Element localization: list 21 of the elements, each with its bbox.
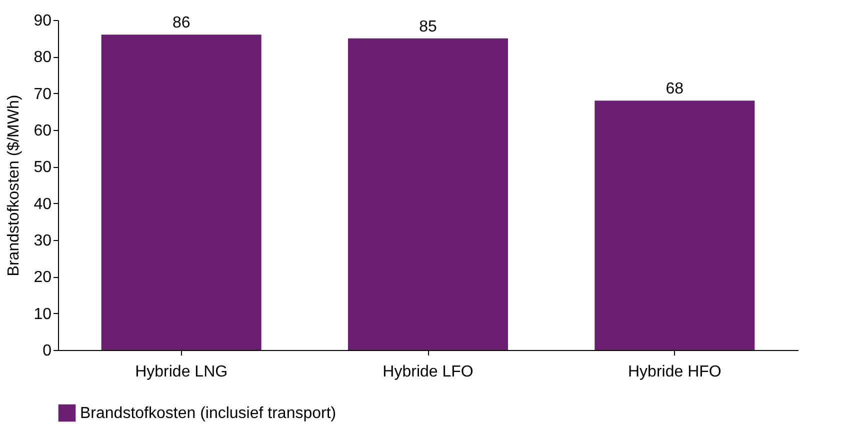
y-tick-label: 40 — [34, 196, 52, 213]
legend-label: Brandstofkosten (inclusief transport) — [80, 405, 336, 422]
data-label: 86 — [172, 14, 190, 32]
y-tick-label: 20 — [34, 269, 52, 286]
x-tick-label: Hybride HFO — [628, 364, 722, 380]
y-tick-label: 90 — [34, 12, 52, 30]
bar — [101, 34, 262, 350]
data-label: 68 — [666, 80, 684, 98]
y-tick-label: 60 — [34, 122, 52, 140]
x-tick-label: Hybride LNG — [135, 364, 228, 380]
y-tick-label: 50 — [34, 159, 52, 176]
y-tick-label: 30 — [34, 232, 52, 250]
data-label: 85 — [419, 18, 437, 36]
y-axis-title: Brandstofkosten ($/MWh) — [6, 94, 23, 276]
y-tick-label: 80 — [34, 49, 52, 66]
y-tick-label: 10 — [34, 306, 52, 323]
x-tick-label: Hybride LFO — [382, 364, 474, 380]
y-tick-label: 70 — [34, 86, 52, 103]
y-tick-label: 0 — [42, 342, 52, 360]
bar — [594, 100, 755, 350]
bar — [348, 38, 508, 350]
